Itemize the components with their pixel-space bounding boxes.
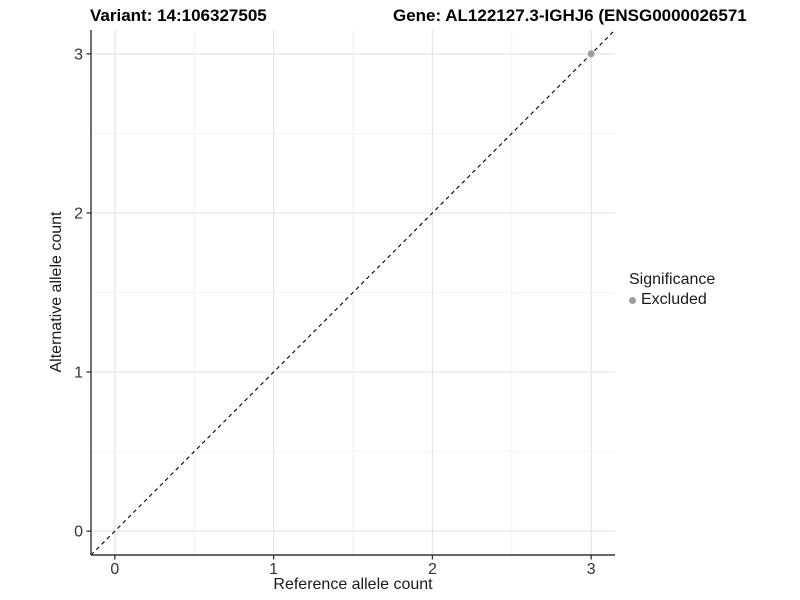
variant-title: Variant: 14:106327505 (90, 6, 267, 25)
x-axis-title: Reference allele count (273, 576, 433, 593)
legend-entry: Excluded (629, 291, 715, 309)
identity-dashed-line (90, 29, 616, 556)
gene-title: Gene: AL122127.3-IGHJ6 (ENSG0000026571 (393, 6, 747, 25)
data-point (587, 50, 595, 58)
y-axis-title: Alternative allele count (48, 211, 65, 373)
y-tick-label: 2 (74, 205, 83, 222)
legend: Significance Excluded (629, 271, 715, 309)
x-tick-label: 2 (428, 561, 437, 578)
x-tick-label: 1 (269, 561, 278, 578)
x-tick-label: 0 (110, 561, 119, 578)
y-tick-label: 0 (74, 524, 83, 541)
legend-title: Significance (629, 271, 716, 288)
x-tick-label: 3 (587, 561, 596, 578)
y-tick-label: 1 (74, 365, 83, 382)
y-tick-label: 3 (74, 46, 83, 63)
legend-point-icon (629, 296, 636, 304)
legend-entry-label: Excluded (641, 291, 707, 308)
